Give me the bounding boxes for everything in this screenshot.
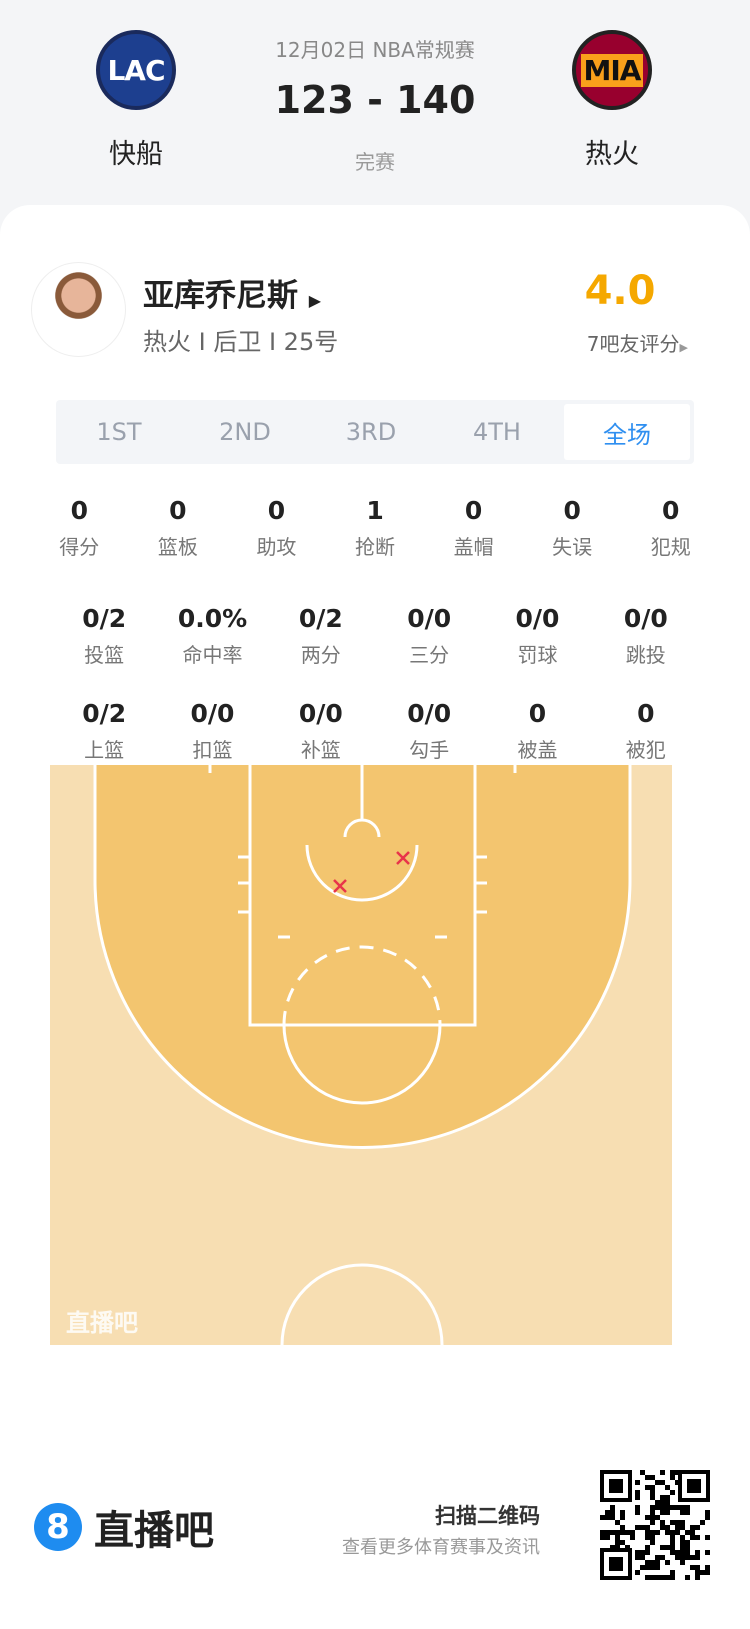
stats-row-shot-types: 0/2 上篮 0/0 扣篮 0/0 补篮 0/0 勾手 0 被盖 0 被犯 xyxy=(50,699,700,763)
stat-item: 0/2 两分 xyxy=(267,604,375,668)
match-score: 123 - 140 xyxy=(274,78,476,122)
stat-value: 0 xyxy=(662,496,680,525)
stat-value: 0/0 xyxy=(407,699,452,728)
stat-label: 盖帽 xyxy=(453,535,494,559)
stat-item: 0 被盖 xyxy=(483,699,591,763)
shot-miss-marker xyxy=(333,879,347,893)
stat-item: 0 得分 xyxy=(30,496,129,560)
player-name-link[interactable]: 亚库乔尼斯 ▶ xyxy=(143,278,322,314)
stat-value: 0 xyxy=(169,496,187,525)
match-date-league: 12月02日 NBA常规赛 xyxy=(275,38,475,62)
stat-item: 0 助攻 xyxy=(227,496,326,560)
home-team-name: 快船 xyxy=(109,139,163,170)
footer-logo: 8 直播吧 xyxy=(34,1498,214,1556)
stat-value: 0/2 xyxy=(82,604,127,633)
stat-item: 0 篮板 xyxy=(129,496,228,560)
stat-value: 0 xyxy=(70,496,88,525)
stat-value: 0 xyxy=(464,496,483,525)
stat-label: 犯规 xyxy=(650,535,691,559)
brand-8-icon: 8 xyxy=(34,1503,82,1551)
tab-1st[interactable]: 1ST xyxy=(96,418,142,446)
stat-value: 0 xyxy=(637,699,655,728)
tab-full-game[interactable]: 全场 xyxy=(564,404,690,460)
stat-label: 三分 xyxy=(409,643,450,667)
period-tabs: 1ST 2ND 3RD 4TH 全场 xyxy=(56,400,694,464)
stat-label: 跳投 xyxy=(625,643,666,667)
caret-right-icon: ▶ xyxy=(308,291,322,310)
stat-label: 被犯 xyxy=(625,738,666,762)
stat-value: 0/0 xyxy=(623,604,668,633)
tab-2nd[interactable]: 2ND xyxy=(219,418,271,446)
stat-label: 勾手 xyxy=(409,738,450,762)
scan-subtitle: 查看更多体育赛事及资讯 xyxy=(342,1537,540,1558)
stat-label: 上篮 xyxy=(84,738,125,762)
brand-name: 直播吧 xyxy=(94,1508,214,1554)
scan-title: 扫描二维码 xyxy=(435,1504,540,1528)
stat-item: 0/2 投篮 xyxy=(50,604,158,668)
lac-logo: LAC xyxy=(96,30,176,110)
stat-item: 0/0 跳投 xyxy=(592,604,700,668)
tab-4th[interactable]: 4TH xyxy=(473,418,521,446)
stat-label: 补篮 xyxy=(300,738,341,762)
stat-item: 0 被犯 xyxy=(592,699,700,763)
stat-label: 抢断 xyxy=(355,535,396,559)
stat-item: 0 犯规 xyxy=(621,496,720,560)
stat-item: 0.0% 命中率 xyxy=(158,604,266,668)
stat-item: 0/0 三分 xyxy=(375,604,483,668)
stat-value: 0.0% xyxy=(177,604,248,633)
stat-value: 0 xyxy=(563,496,581,525)
stat-item: 1 抢断 xyxy=(326,496,425,560)
stat-label: 失误 xyxy=(552,535,593,559)
stat-item: 0 失误 xyxy=(523,496,622,560)
stat-value: 0/0 xyxy=(190,699,235,728)
stat-label: 投篮 xyxy=(84,643,125,667)
stat-item: 0 盖帽 xyxy=(424,496,523,560)
court-watermark: 直播吧 xyxy=(66,1309,138,1337)
stat-item: 0/2 上篮 xyxy=(50,699,158,763)
caret-right-icon: ▶ xyxy=(679,341,688,354)
qr-code xyxy=(600,1470,710,1580)
stat-value: 0 xyxy=(528,699,547,728)
stat-value: 0/0 xyxy=(407,604,452,633)
player-avatar xyxy=(31,262,126,357)
stat-label: 扣篮 xyxy=(192,738,233,762)
player-info: 热火 I 后卫 I 25号 xyxy=(143,328,339,356)
stat-item: 0/0 勾手 xyxy=(375,699,483,763)
stat-label: 助攻 xyxy=(256,535,297,559)
stat-value: 1 xyxy=(366,496,384,525)
stats-row-basic: 0 得分 0 篮板 0 助攻 1 抢断 0 盖帽 0 失误 0 犯规 xyxy=(30,496,720,560)
away-team-name: 热火 xyxy=(585,139,639,170)
stat-item: 0/0 扣篮 xyxy=(158,699,266,763)
mia-logo: MIA xyxy=(572,30,652,110)
tab-3rd[interactable]: 3RD xyxy=(345,418,397,446)
stat-label: 得分 xyxy=(59,535,100,559)
shot-miss-marker xyxy=(396,851,410,865)
player-rating: 4.0 xyxy=(584,268,656,314)
stat-value: 0/2 xyxy=(298,604,343,633)
stat-item: 0/0 补篮 xyxy=(267,699,375,763)
stat-value: 0 xyxy=(267,496,286,525)
stat-label: 命中率 xyxy=(182,643,243,667)
stat-value: 0/0 xyxy=(298,699,343,728)
stat-label: 篮板 xyxy=(157,535,198,559)
stat-value: 0/0 xyxy=(515,604,560,633)
shot-chart-court: 直播吧 xyxy=(50,765,672,1345)
stat-label: 罚球 xyxy=(517,643,558,667)
stats-row-shooting: 0/2 投篮 0.0% 命中率 0/2 两分 0/0 三分 0/0 罚球 0/0 跳投 xyxy=(50,604,700,668)
stat-label: 两分 xyxy=(300,643,341,667)
stat-label: 被盖 xyxy=(517,738,558,762)
stat-item: 0/0 罚球 xyxy=(483,604,591,668)
match-status: 完赛 xyxy=(355,150,395,174)
rating-link[interactable]: 7吧友评分▶ xyxy=(586,332,688,356)
stat-value: 0/2 xyxy=(82,699,127,728)
